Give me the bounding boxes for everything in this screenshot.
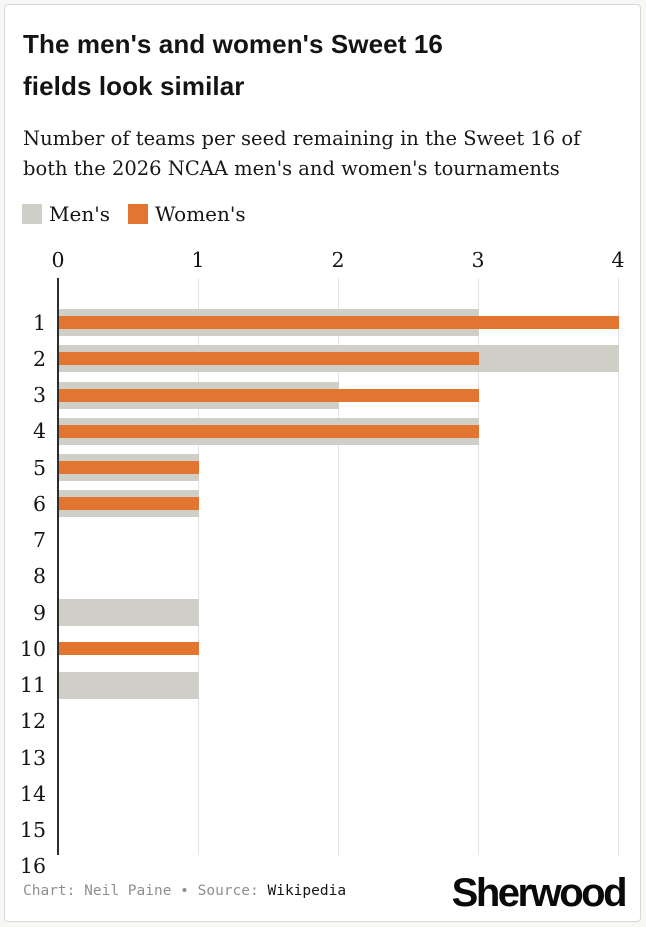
- x-tick-label-0: 0: [51, 248, 65, 272]
- seed-label-9: 9: [32, 600, 46, 625]
- chart-subtitle: Number of teams per seed remaining in th…: [23, 124, 623, 183]
- gridline-4: [618, 278, 619, 855]
- seed-label-4: 4: [32, 419, 46, 444]
- womens-bar-seed-10: [59, 642, 199, 656]
- seed-label-13: 13: [19, 745, 46, 770]
- chart-card: The men's and women's Sweet 16 fields lo…: [4, 4, 641, 922]
- womens-bar-seed-3: [59, 388, 479, 402]
- seed-label-2: 2: [32, 346, 46, 371]
- x-tick-label-1: 1: [191, 248, 205, 272]
- seed-label-16: 16: [19, 854, 46, 879]
- seed-label-12: 12: [19, 709, 46, 734]
- seed-label-14: 14: [19, 781, 46, 806]
- chart-plot: 0 1 2 3 4 1 2 3 4 5 6 7 8 9 10 11 12 13 14 15 16: [5, 248, 642, 878]
- womens-swatch: [127, 204, 148, 224]
- source-link[interactable]: Wikipedia: [267, 883, 347, 899]
- x-tick-label-3: 3: [471, 248, 485, 272]
- seed-label-6: 6: [32, 491, 46, 516]
- gridline-3: [478, 278, 479, 855]
- mens-bar-seed-9: [59, 599, 199, 626]
- credit-label: Chart:: [23, 883, 76, 899]
- seed-label-7: 7: [32, 528, 46, 552]
- credit-name: Neil Paine: [84, 883, 172, 899]
- seed-label-11: 11: [19, 673, 46, 697]
- sherwood-logo[interactable]: Sherwood: [451, 871, 628, 915]
- title-line-1: The men's and women's Sweet 16: [23, 29, 443, 59]
- gridline-1: [198, 278, 199, 855]
- womens-bar-seed-1: [59, 316, 619, 329]
- womens-bar-seed-4: [59, 424, 479, 438]
- source-label: Source:: [197, 883, 259, 899]
- legend: Men's Women's: [22, 202, 246, 226]
- womens-bar-seed-6: [59, 497, 199, 511]
- x-tick-label-2: 2: [331, 248, 345, 272]
- seed-label-1: 1: [32, 310, 46, 335]
- page-title: The men's and women's Sweet 16 fields lo…: [23, 23, 603, 107]
- gridline-2: [338, 278, 339, 855]
- seed-label-5: 5: [32, 455, 46, 480]
- legend-item-mens: Men's: [22, 202, 110, 226]
- subtitle-line-2: both the 2026 NCAA men's and women's tou…: [23, 156, 560, 180]
- credit-line: Chart: Neil Paine • Source: Wikipedia: [23, 881, 346, 901]
- seed-label-10: 10: [19, 636, 46, 661]
- legend-item-womens: Women's: [127, 202, 246, 226]
- womens-bar-seed-2: [59, 352, 479, 366]
- x-tick-label-4: 4: [611, 248, 625, 272]
- seed-label-8: 8: [32, 564, 46, 589]
- womens-legend-label: Women's: [154, 202, 246, 226]
- separator-dot: •: [180, 883, 189, 899]
- y-axis-line: [57, 278, 59, 855]
- womens-bar-seed-5: [59, 461, 199, 474]
- subtitle-line-1: Number of teams per seed remaining in th…: [23, 127, 581, 150]
- mens-legend-label: Men's: [49, 202, 110, 226]
- seed-label-3: 3: [32, 383, 46, 407]
- mens-bar-seed-11: [59, 671, 199, 699]
- seed-label-15: 15: [19, 818, 46, 842]
- mens-swatch: [22, 204, 42, 224]
- title-line-2: fields look similar: [23, 71, 245, 101]
